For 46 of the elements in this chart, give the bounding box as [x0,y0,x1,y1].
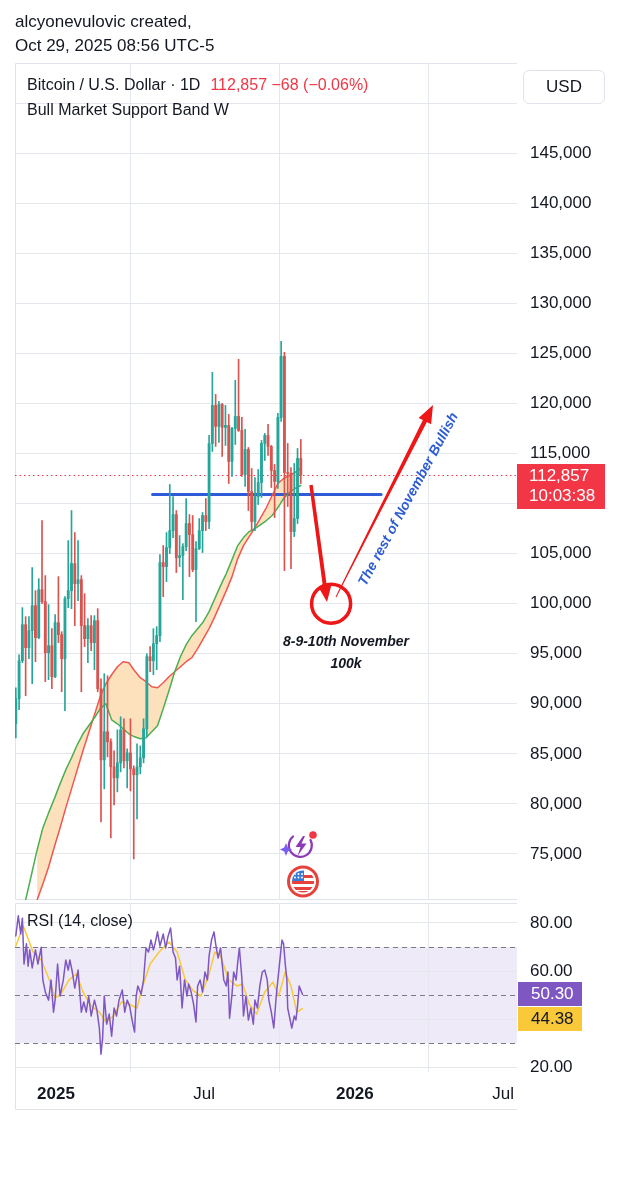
y-tick-label: 140,000 [530,192,592,212]
candlestick [204,498,208,531]
candlestick [34,590,37,663]
text: alcyonevulovic created, [15,12,192,33]
candlestick [161,545,165,597]
candlestick [93,615,96,671]
y-tick-label: 80.00 [530,912,573,932]
y-axis-title: USD [523,70,605,104]
x-tick-label: Jul [492,1083,514,1103]
y-tick-label: 135,000 [530,242,592,262]
annotation: Bull Market Support Band W [27,100,229,120]
y-tick-label: 75,000 [530,843,582,863]
candlestick [125,748,129,789]
y-tick-label: 130,000 [530,292,592,312]
y-tick-label: 90,000 [530,693,582,713]
text: Oct 29, 2025 08:56 UTC-5 [15,36,215,57]
candlestick [70,510,73,609]
candlestick [102,673,106,790]
text: RSI (14, close) [27,912,133,929]
text: 112,857 −68 (−0.06%) [210,76,369,93]
ref-line-label: 112,857 10:03:38 [529,465,596,505]
y-tick-label: 145,000 [530,142,592,162]
y-tick-label: 125,000 [530,343,592,363]
text: 50.30 [518,982,582,1006]
x-tick-label: 2026 [335,1083,374,1103]
candlestick [224,405,227,446]
y-tick-label: 85,000 [530,743,582,763]
candlestick [73,532,77,626]
y-tick-label: 60.00 [530,960,573,980]
candlestick [283,352,286,571]
text: Bitcoin / U.S. Dollar · 1D [27,76,201,93]
x-tick-label: 2025 [37,1083,75,1103]
y-tick-label: 80,000 [530,793,582,813]
y-tick-label: 105,000 [530,543,592,563]
y-tick-label: 120,000 [530,393,592,413]
annotation: 8-9-10th November 100k [282,632,410,673]
y-tick-label: 115,000 [530,443,591,463]
y-tick-label: 95,000 [530,643,582,663]
candlestick [201,512,204,553]
text: 44.38 [518,1007,582,1031]
y-tick-label: 20.00 [530,1056,573,1076]
candlestick [47,604,51,681]
y-tick-label: 100,000 [530,593,592,613]
candlestick [148,646,152,673]
candlestick [188,514,191,577]
x-tick-label: Jul [193,1083,216,1103]
